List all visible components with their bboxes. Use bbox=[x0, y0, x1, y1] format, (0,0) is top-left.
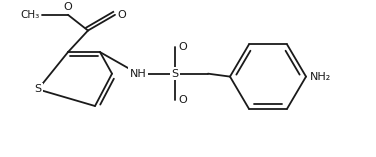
Text: S: S bbox=[171, 69, 179, 79]
Text: O: O bbox=[64, 2, 72, 12]
Text: NH₂: NH₂ bbox=[310, 72, 331, 82]
Text: NH: NH bbox=[130, 69, 146, 79]
Text: S: S bbox=[35, 84, 42, 94]
Text: O: O bbox=[178, 95, 187, 105]
Text: CH₃: CH₃ bbox=[21, 10, 40, 20]
Text: O: O bbox=[117, 10, 126, 20]
Text: O: O bbox=[178, 42, 187, 52]
